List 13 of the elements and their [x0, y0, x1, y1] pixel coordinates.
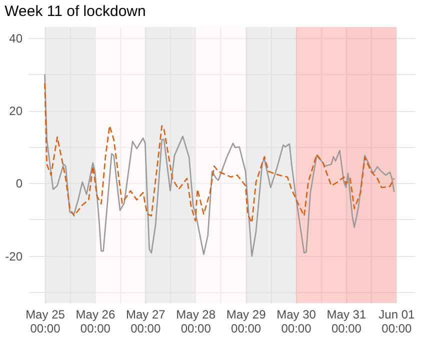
x-tick-label: May 25 00:00 — [26, 308, 66, 336]
x-tick-label: May 28 00:00 — [176, 308, 216, 336]
x-tick-label: Jun 01 00:00 — [378, 308, 416, 336]
y-tick-label: 20 — [9, 104, 23, 118]
x-tick-label: May 29 00:00 — [226, 308, 266, 336]
y-tick-label: -20 — [5, 249, 23, 264]
x-tick-label: May 31 00:00 — [326, 308, 366, 336]
x-tick-label: May 27 00:00 — [126, 308, 166, 336]
chart-title: Week 11 of lockdown — [4, 3, 146, 20]
x-tick-label: May 26 00:00 — [76, 308, 116, 336]
x-tick-label: May 30 00:00 — [276, 308, 316, 336]
y-tick-label: 0 — [16, 176, 23, 191]
y-tick-label: 40 — [9, 31, 23, 46]
